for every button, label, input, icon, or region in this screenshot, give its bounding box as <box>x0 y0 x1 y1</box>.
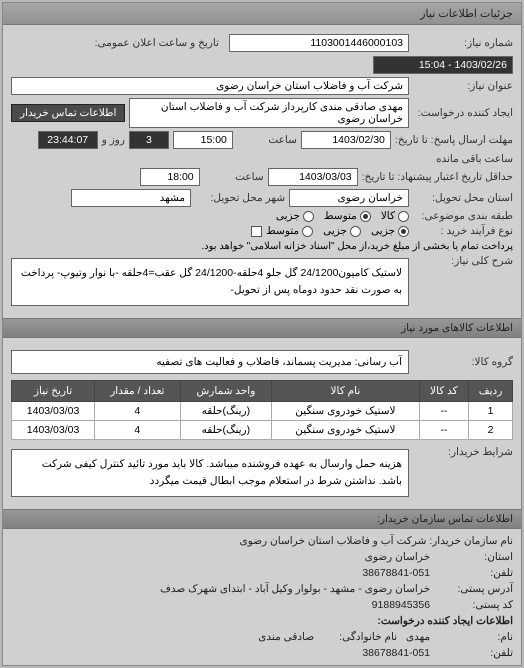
label-saat-1: ساعت <box>237 134 297 146</box>
value-tel-2: 38678841-051 <box>362 647 430 659</box>
pay-radio-group: جزیی جزیی متوسط <box>266 225 409 237</box>
panel-title: جزئیات اطلاعات نیاز <box>3 3 521 25</box>
label-pub-date: تاریخ و ساعت اعلان عمومی: <box>95 37 219 49</box>
label-budget-type: طبقه بندی موضوعی: <box>413 210 513 222</box>
budget-radio-group: کالا متوسط جزیی <box>276 210 409 222</box>
items-header: اطلاعات کالاهای مورد نیاز <box>3 318 521 338</box>
label-buyer-cond: شرایط خریدار: <box>413 446 513 458</box>
table-cell: -- <box>419 402 468 421</box>
label-req-no: شماره نیاز: <box>413 37 513 49</box>
label-city: شهر محل تحویل: <box>195 192 285 204</box>
label-tel-2: تلفن: <box>433 647 513 659</box>
table-cell: (رینگ)حلقه <box>180 421 272 440</box>
value-deadline-time: 15:00 <box>173 131 233 149</box>
radio-budget-0[interactable] <box>398 211 409 222</box>
label-post-addr: آدرس پستی: <box>433 583 513 595</box>
table-cell: -- <box>419 421 468 440</box>
value-province: خراسان رضوی <box>289 189 409 207</box>
label-post-code: کد پستی: <box>433 599 513 611</box>
label-requester: ایجاد کننده درخواست: <box>413 107 513 119</box>
value-name: مهدی <box>406 631 430 643</box>
col-header: نام کالا <box>272 381 419 402</box>
radio-budget-1[interactable] <box>360 211 371 222</box>
label-baghi: ساعت باقی مانده <box>436 153 513 165</box>
table-row[interactable]: 2--لاستیک خودروی سنگین(رینگ)حلقه41403/03… <box>12 421 513 440</box>
value-req-name: شرکت آب و فاضلاب استان خراسان رضوی <box>11 77 409 95</box>
treasury-checkbox[interactable] <box>251 226 262 237</box>
table-cell: (رینگ)حلقه <box>180 402 272 421</box>
need-details-panel: جزئیات اطلاعات نیاز شماره نیاز: 11030014… <box>2 2 522 666</box>
value-delivery-time: 18:00 <box>140 168 200 186</box>
value-kali-desc: لاستیک کامیون24/1200 گل جلو 4حلقه-24/120… <box>11 258 409 306</box>
value-ostan: خراسان رضوی <box>365 551 430 563</box>
value-family: صادقی مندی <box>258 631 314 643</box>
radio-pay-0[interactable] <box>398 226 409 237</box>
table-cell: لاستیک خودروی سنگین <box>272 402 419 421</box>
value-post-code: 9188945356 <box>372 599 430 611</box>
label-org-name: نام سازمان خریدار: <box>429 535 513 547</box>
label-rooz: روز و <box>102 134 125 146</box>
value-deadline-date: 1403/02/30 <box>301 131 391 149</box>
radio-budget-2[interactable] <box>303 211 314 222</box>
label-req-creator: اطلاعات ایجاد کننده درخواست: <box>3 613 521 629</box>
value-remain-days: 3 <box>129 131 169 149</box>
label-ostan: استان: <box>433 551 513 563</box>
label-kali-desc: شرح کلی نیاز: <box>413 255 513 267</box>
table-cell: 4 <box>95 402 180 421</box>
radio-pay-1[interactable] <box>350 226 361 237</box>
label-delivery: حداقل تاریخ اعتبار پیشنهاد: تا تاریخ: <box>362 171 513 183</box>
label-goods-group: گروه کالا: <box>413 356 513 368</box>
value-buyer-cond: هزینه حمل وارسال به عهده فروشنده میباشد.… <box>11 449 409 497</box>
label-payment-type: نوع فرآیند خرید : <box>413 225 513 237</box>
label-saat-2: ساعت <box>204 171 264 183</box>
value-delivery-date: 1403/03/03 <box>268 168 358 186</box>
table-cell: 1403/03/03 <box>12 402 95 421</box>
label-family: نام خانوادگی: <box>317 631 397 643</box>
value-requester: مهدی صادقی مندی کارپرداز شرکت آب و فاضلا… <box>129 98 409 128</box>
label-province: استان محل تحویل: <box>413 192 513 204</box>
value-city: مشهد <box>71 189 191 207</box>
col-header: تاریخ نیاز <box>12 381 95 402</box>
table-cell: 1 <box>469 402 513 421</box>
label-tel: تلفن: <box>433 567 513 579</box>
value-org-name: شرکت آب و فاضلاب استان خراسان رضوی <box>239 535 426 547</box>
value-tel: 38678841-051 <box>362 567 430 579</box>
label-req-name: عنوان نیاز: <box>413 80 513 92</box>
col-header: کد کالا <box>419 381 468 402</box>
value-post-addr: خراسان رضوی - مشهد - بولوار وکیل آباد - … <box>160 583 430 595</box>
table-cell: 1403/03/03 <box>12 421 95 440</box>
col-header: واحد شمارش <box>180 381 272 402</box>
table-row[interactable]: 1--لاستیک خودروی سنگین(رینگ)حلقه41403/03… <box>12 402 513 421</box>
col-header: ردیف <box>469 381 513 402</box>
buyer-header: اطلاعات تماس سازمان خریدار: <box>3 509 521 529</box>
table-cell: لاستیک خودروی سنگین <box>272 421 419 440</box>
value-pub-date: 1403/02/26 - 15:04 <box>373 56 513 74</box>
contact-buyer-button[interactable]: اطلاعات تماس خریدار <box>11 104 125 122</box>
pay-note: پرداخت تمام یا بخشی از مبلغ خرید،از محل … <box>201 241 513 252</box>
items-table: ردیفکد کالانام کالاواحد شمارشتعداد / مقد… <box>11 380 513 440</box>
table-cell: 4 <box>95 421 180 440</box>
label-name: نام: <box>433 631 513 643</box>
table-cell: 2 <box>469 421 513 440</box>
value-goods-group: آب رسانی: مدیریت پسماند، فاضلاب و فعالیت… <box>11 350 409 375</box>
label-deadline: مهلت ارسال پاسخ: تا تاریخ: <box>395 134 513 146</box>
col-header: تعداد / مقدار <box>95 381 180 402</box>
value-remain-hours: 23:44:07 <box>38 131 98 149</box>
value-req-no: 1103001446000103 <box>229 34 409 52</box>
radio-pay-2[interactable] <box>302 226 313 237</box>
